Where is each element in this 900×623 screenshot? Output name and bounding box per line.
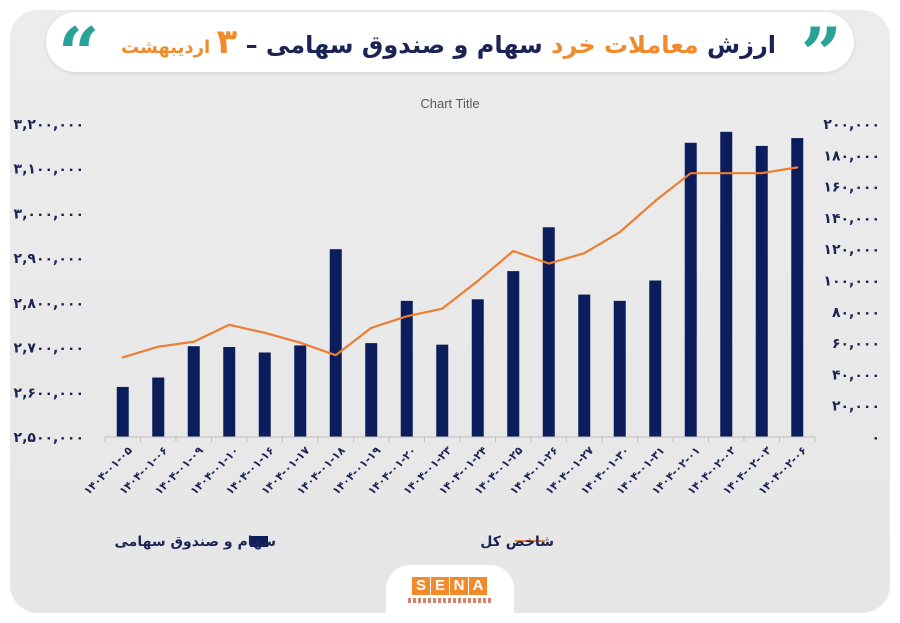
y-left-tick-label: ۲,۹۰۰,۰۰۰ <box>14 251 84 267</box>
bar-series <box>116 131 804 437</box>
x-axis: ۱۴۰۴-۰۱-۰۵۱۴۰۴-۰۱-۰۶۱۴۰۴-۰۱-۰۹۱۴۰۴-۰۱-۱۰… <box>81 436 816 498</box>
line-series <box>121 166 799 359</box>
bar <box>152 377 165 437</box>
bar <box>649 280 662 437</box>
bar <box>684 142 697 437</box>
y-left-tick-label: ۳,۱۰۰,۰۰۰ <box>14 162 84 178</box>
logo-tagline-graphic <box>408 598 492 603</box>
y-right-tick-label: ۴۰,۰۰۰ <box>832 367 880 383</box>
legend-line-label: شاخص کل <box>480 534 554 550</box>
y-right-tick-label: ۶۰,۰۰۰ <box>832 336 880 352</box>
bar <box>613 300 626 437</box>
title-part1: ارزش <box>698 31 776 59</box>
y-left-tick-label: ۲,۷۰۰,۰۰۰ <box>14 341 84 357</box>
bar <box>223 347 236 437</box>
quote-mark-left-icon: “ <box>58 18 100 78</box>
bar <box>720 131 733 437</box>
logo-letter: N <box>450 577 468 595</box>
chart-title: Chart Title <box>420 96 479 111</box>
y-left-tick-label: ۳,۲۰۰,۰۰۰ <box>14 117 84 133</box>
page-title: ارزش معاملات خرد سهام و صندوق سهامی – ۳ … <box>121 22 776 62</box>
title-highlight: معاملات خرد <box>551 31 699 59</box>
bar <box>578 294 591 437</box>
y-right-tick-label: ۱۲۰,۰۰۰ <box>823 242 880 258</box>
bar <box>329 249 342 437</box>
y-right-tick-label: ۱۰۰,۰۰۰ <box>823 274 880 290</box>
bar <box>507 271 520 437</box>
bar <box>471 299 484 437</box>
infographic-frame <box>10 10 890 613</box>
y-right-tick-label: ۲۰,۰۰۰ <box>832 399 880 415</box>
bar <box>365 343 378 437</box>
title-number: ۳ <box>216 22 238 62</box>
y-right-tick-label: ۰ <box>871 430 880 446</box>
title-date: اردیبهشت <box>121 37 217 58</box>
legend-bar-label: سهام و صندوق سهامی <box>115 534 277 550</box>
quote-mark-right-icon: ” <box>800 18 842 78</box>
series-line <box>121 166 799 359</box>
bar <box>400 300 413 437</box>
bar <box>258 352 271 437</box>
logo-letter: E <box>431 577 449 595</box>
legend-bar-swatch <box>250 536 268 547</box>
title-banner: “ ارزش معاملات خرد سهام و صندوق سهامی – … <box>46 12 854 78</box>
bar <box>294 345 307 437</box>
y-left-tick-label: ۲,۸۰۰,۰۰۰ <box>14 296 84 312</box>
logo-letter: A <box>469 577 487 595</box>
y-right-tick-label: ۱۶۰,۰۰۰ <box>823 180 880 196</box>
bar <box>187 346 200 437</box>
y-left-tick-label: ۲,۵۰۰,۰۰۰ <box>14 430 84 446</box>
bar <box>116 386 129 437</box>
y-left-tick-label: ۲,۶۰۰,۰۰۰ <box>14 385 84 401</box>
sena-logo: S E N A <box>386 565 514 613</box>
y-right-tick-label: ۲۰۰,۰۰۰ <box>823 117 880 133</box>
bar <box>791 138 804 437</box>
y-left-tick-label: ۳,۰۰۰,۰۰۰ <box>14 206 84 222</box>
bar <box>436 344 449 437</box>
bar <box>542 227 555 437</box>
y-right-tick-label: ۸۰,۰۰۰ <box>832 305 880 321</box>
title-part2: سهام و صندوق سهامی – <box>237 31 552 59</box>
logo-letters: S E N A <box>412 577 487 595</box>
bar <box>755 145 768 437</box>
left-axis: ۲,۵۰۰,۰۰۰ ۲,۶۰۰,۰۰۰ ۲,۷۰۰,۰۰۰ ۲,۸۰۰,۰۰۰ ۲,۹۰… <box>14 117 84 446</box>
y-right-tick-label: ۱۴۰,۰۰۰ <box>823 211 880 227</box>
right-axis: ۰ ۲۰,۰۰۰ ۴۰,۰۰۰ ۶۰,۰۰۰ ۸۰,۰۰۰ ۱۰۰,۰۰۰ ۱۲۰,۰۰۰ ۱… <box>823 117 880 446</box>
legend: سهام و صندوق سهامی شاخص کل <box>115 534 555 550</box>
y-right-tick-label: ۱۸۰,۰۰۰ <box>823 148 880 164</box>
logo-letter: S <box>412 577 430 595</box>
